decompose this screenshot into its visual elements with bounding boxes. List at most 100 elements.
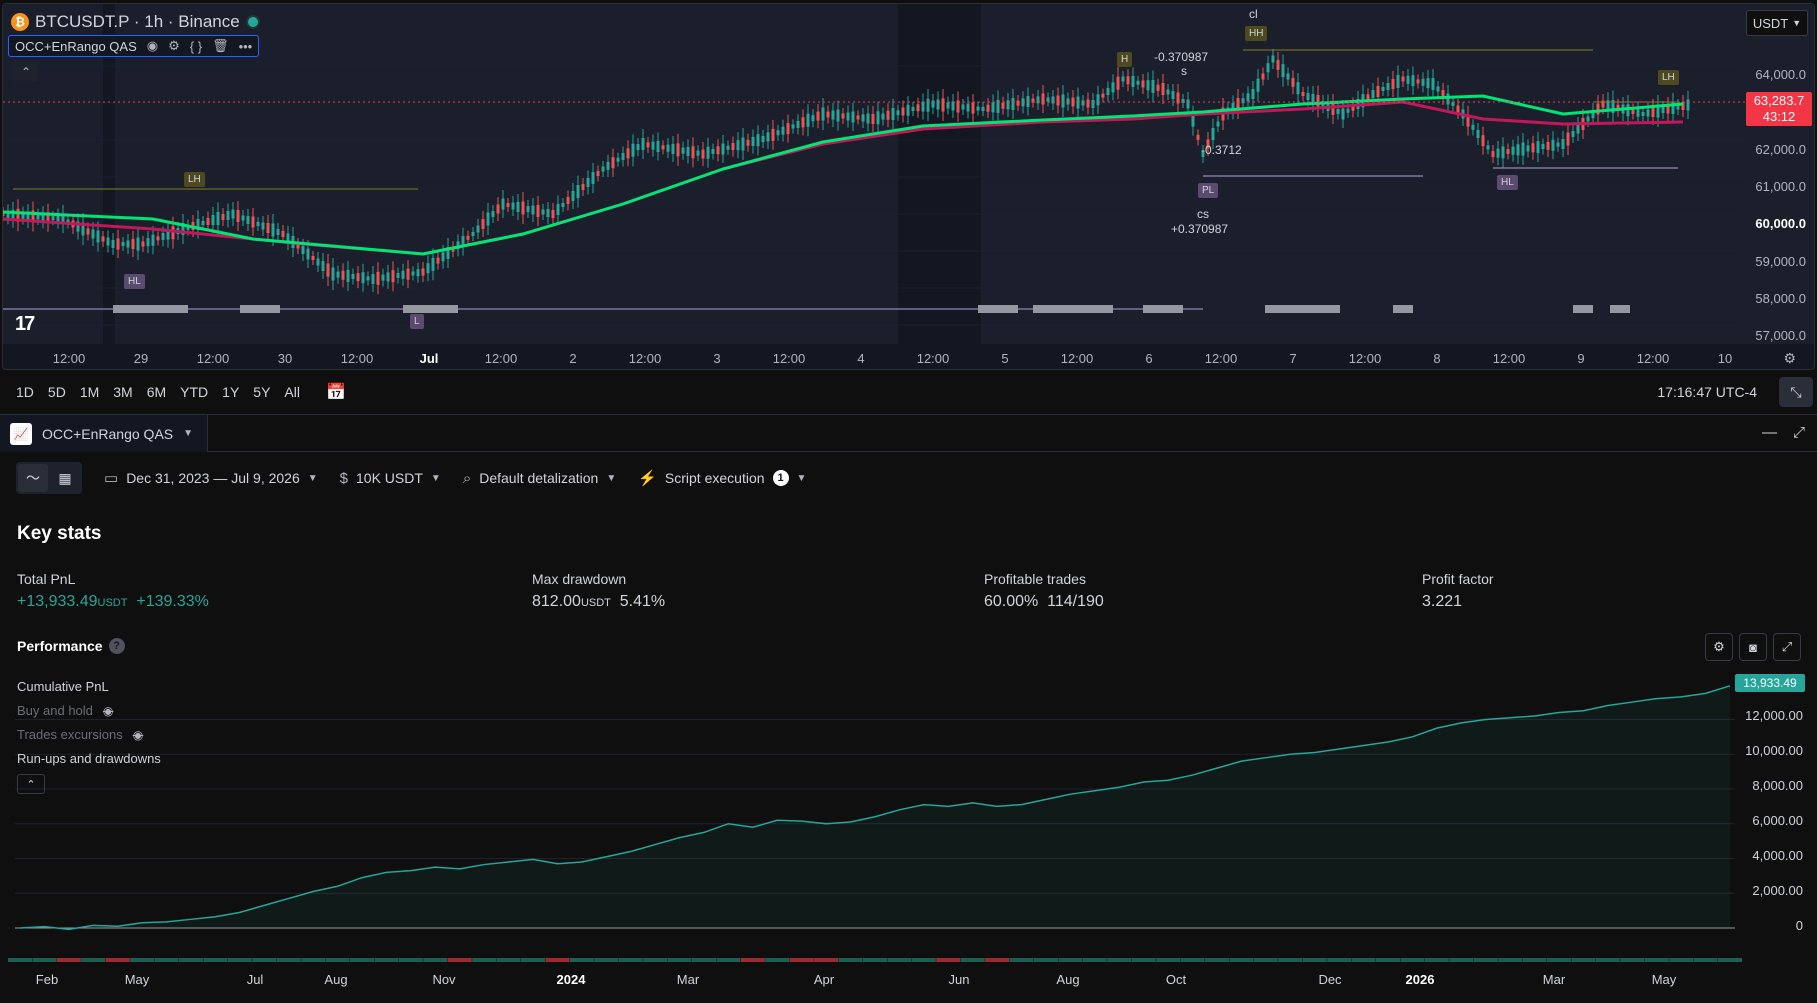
runup-drawdown-mark — [252, 958, 277, 962]
candle-body — [1506, 149, 1510, 154]
candle-body — [1641, 112, 1645, 116]
candle-body — [686, 147, 690, 156]
candle-body — [326, 263, 330, 277]
settings-icon[interactable]: ⚙ — [168, 38, 180, 53]
camera-icon[interactable]: ◙ — [1739, 633, 1767, 661]
calendar-icon: ▭ — [104, 470, 119, 487]
candle-body — [221, 214, 225, 220]
range-6m[interactable]: 6M — [146, 384, 167, 400]
minimize-icon[interactable]: — — [1762, 424, 1777, 441]
candlestick-chart[interactable] — [3, 4, 1815, 370]
candle-body — [1171, 91, 1175, 99]
candle-body — [1536, 141, 1540, 154]
range-all[interactable]: All — [284, 384, 300, 400]
candle-body — [1056, 95, 1060, 106]
candle-body — [1116, 76, 1120, 90]
clock[interactable]: 17:16:47 UTC-4 — [1657, 384, 1757, 400]
candle-body — [116, 238, 120, 250]
candle-body — [536, 205, 540, 217]
legend-runups-drawdowns[interactable]: Run-ups and drawdowns — [17, 751, 161, 766]
candle-body — [1236, 98, 1240, 110]
chart-settings-icon[interactable]: ⚙ — [1783, 350, 1796, 366]
candle-body — [236, 210, 240, 222]
collapse-legend-button[interactable]: ⌃ — [17, 774, 45, 794]
range-1m[interactable]: 1M — [79, 384, 100, 400]
range-ytd[interactable]: YTD — [180, 384, 209, 400]
range-1d[interactable]: 1D — [16, 384, 34, 400]
symbol-title[interactable]: BTCUSDT.P · 1h · Binance — [35, 12, 240, 31]
magnifier-icon: ⌕ — [462, 469, 472, 487]
more-icon[interactable]: ••• — [238, 38, 253, 54]
indicator-legend[interactable]: OCC+EnRango QAS ◉ ⚙ { } 🗑 ••• — [8, 35, 260, 57]
strategy-tester-icon: 📈 — [10, 422, 32, 445]
x-tick: Dec — [1318, 972, 1342, 987]
indicator-name[interactable]: OCC+EnRango QAS — [15, 38, 137, 54]
collapse-legend-button[interactable]: ⌃ — [13, 62, 39, 82]
symbol-title-bar[interactable]: ₿ BTCUSDT.P · 1h · Binance — [11, 12, 260, 32]
legend-buy-and-hold[interactable]: Buy and hold ◉ — [17, 703, 113, 718]
table-view-icon[interactable]: ▦ — [58, 469, 72, 486]
capital-label: 10K USDT — [356, 470, 423, 486]
x-tick: Feb — [35, 972, 59, 987]
legend-trades-excursions[interactable]: Trades excursions ◉ — [17, 727, 143, 742]
candle-body — [66, 219, 70, 224]
x-tick: 3 — [713, 351, 721, 366]
runup-drawdown-mark — [643, 958, 668, 962]
date-range-selector[interactable]: ▭ Dec 31, 2023 — Jul 9, 2026 ▼ — [104, 469, 318, 487]
settings-icon[interactable]: ⚙ — [1705, 633, 1733, 661]
range-3m[interactable]: 3M — [113, 384, 133, 400]
x-tick: May — [1651, 972, 1677, 987]
trash-icon[interactable]: 🗑 — [212, 38, 229, 53]
range-1y[interactable]: 1Y — [222, 384, 240, 400]
candle-body — [266, 223, 270, 233]
candle-body — [841, 113, 845, 119]
x-tick: 2024 — [556, 972, 586, 987]
candle-body — [1511, 146, 1515, 155]
candle-body — [781, 126, 785, 135]
candle-body — [61, 213, 65, 225]
legend-cumulative-pnl[interactable]: Cumulative PnL — [17, 679, 109, 694]
candle-body — [1091, 100, 1095, 108]
capital-selector[interactable]: $ 10K USDT ▼ — [340, 470, 441, 487]
price-chart-pane[interactable]: ₿ BTCUSDT.P · 1h · Binance OCC+EnRango Q… — [2, 3, 1815, 370]
strategy-tab[interactable]: 📈 OCC+EnRango QAS ▼ — [0, 415, 209, 452]
eye-off-icon[interactable]: ◉ — [132, 727, 144, 742]
view-toggle[interactable]: 〜 ▦ — [16, 462, 82, 494]
candle-body — [1671, 102, 1675, 114]
candle-body — [471, 232, 475, 236]
detalization-selector[interactable]: ⌕ Default detalization ▼ — [463, 470, 616, 487]
candle-body — [846, 112, 850, 121]
maximize-icon[interactable]: ⤢ — [1792, 424, 1805, 441]
expand-panel-button[interactable]: ⤡ — [1779, 377, 1813, 407]
chart-view-icon[interactable]: 〜 — [18, 464, 48, 492]
runup-drawdown-mark — [594, 958, 619, 962]
candle-body — [486, 212, 490, 226]
tradingview-logo[interactable]: 17 — [15, 313, 35, 335]
fullscreen-icon[interactable]: ⤢ — [1773, 633, 1801, 661]
range-5y[interactable]: 5Y — [253, 384, 271, 400]
eye-off-icon[interactable]: ◉ — [102, 703, 114, 718]
y-tick: 59,000.0 — [1755, 254, 1806, 269]
runup-drawdown-mark — [1595, 958, 1620, 962]
candle-body — [251, 216, 255, 228]
candle-body — [1446, 93, 1450, 105]
candle-body — [1656, 104, 1660, 118]
currency-selector[interactable]: USDT ▼ — [1746, 10, 1808, 36]
candle-body — [86, 228, 90, 235]
candle-body — [1651, 107, 1655, 117]
candle-body — [226, 211, 230, 220]
candle-body — [1601, 100, 1605, 108]
range-5d[interactable]: 5D — [47, 384, 66, 400]
go-to-date-icon[interactable]: 📅 — [325, 384, 346, 401]
candle-body — [616, 157, 620, 162]
candle-body — [1406, 75, 1410, 84]
candle-body — [866, 113, 870, 124]
script-execution-selector[interactable]: ⚡ Script execution 1 ▼ — [638, 469, 806, 487]
count-badge: 1 — [772, 470, 789, 486]
eye-icon[interactable]: ◉ — [146, 38, 159, 53]
source-code-icon[interactable]: { } — [189, 38, 203, 54]
candle-body — [641, 138, 645, 150]
performance-chart[interactable] — [0, 670, 1817, 970]
candle-body — [1211, 128, 1215, 140]
help-icon[interactable]: ? — [108, 638, 125, 654]
